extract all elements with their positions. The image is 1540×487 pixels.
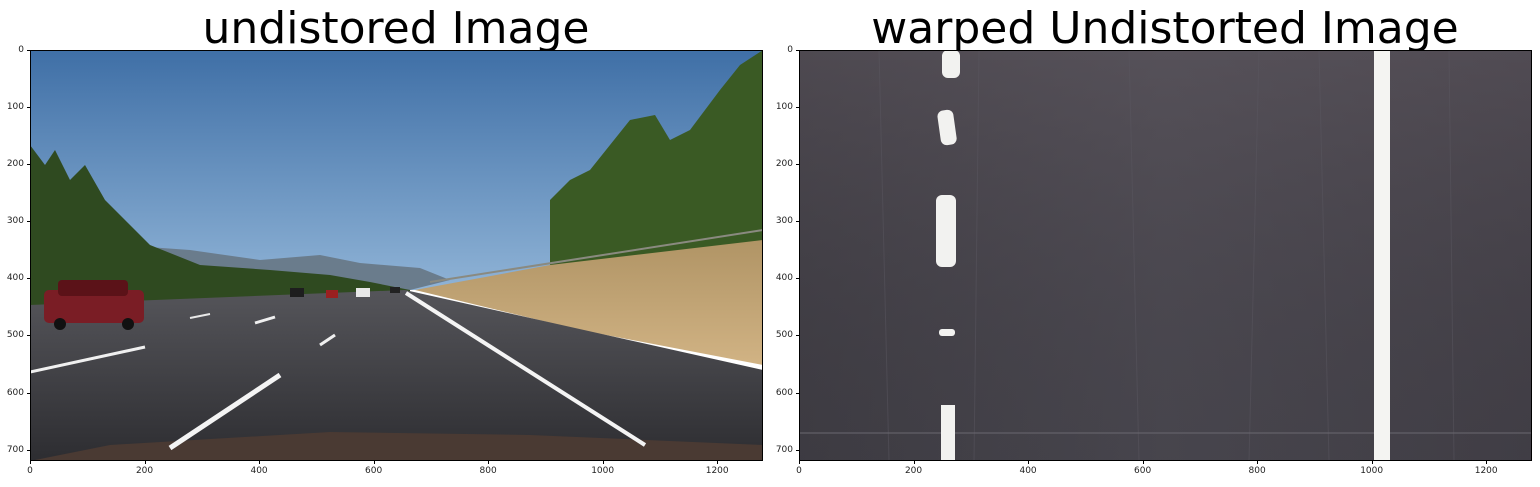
x-tick-mark bbox=[1257, 461, 1259, 464]
right-lane-line bbox=[1374, 50, 1390, 461]
y-tick-label: 400 bbox=[6, 273, 24, 284]
y-tick-mark bbox=[796, 335, 799, 337]
x-tick-label: 400 bbox=[250, 466, 268, 476]
y-tick-label: 0 bbox=[787, 45, 793, 55]
x-tick-label: 600 bbox=[1134, 466, 1152, 476]
fence bbox=[429, 229, 763, 283]
y-tick-label: 200 bbox=[775, 159, 793, 170]
left-lane-dashes bbox=[936, 50, 960, 461]
x-tick-mark bbox=[259, 461, 261, 464]
lane-dash bbox=[319, 333, 336, 347]
x-tick-label: 1200 bbox=[705, 466, 729, 476]
x-tick-label: 800 bbox=[479, 466, 497, 476]
left-image-panel bbox=[30, 50, 763, 461]
y-tick-label: 0 bbox=[18, 45, 24, 55]
lane-dash bbox=[30, 345, 146, 374]
x-tick-label: 200 bbox=[904, 466, 923, 476]
y-tick-mark bbox=[27, 335, 30, 337]
x-tick-mark bbox=[913, 461, 915, 464]
y-tick-mark bbox=[796, 50, 799, 51]
hood bbox=[30, 432, 763, 461]
grass bbox=[415, 240, 763, 365]
x-tick-mark bbox=[1486, 461, 1488, 464]
y-tick-mark bbox=[796, 278, 799, 280]
x-tick-mark bbox=[799, 461, 800, 464]
x-tick-label: 1200 bbox=[1474, 466, 1498, 476]
x-tick-label: 200 bbox=[135, 466, 154, 476]
y-tick-label: 200 bbox=[6, 159, 24, 170]
warped-road-icon bbox=[799, 50, 1532, 461]
y-tick-mark bbox=[796, 392, 799, 394]
right-trees bbox=[550, 50, 763, 290]
x-tick-label: 1000 bbox=[591, 466, 615, 476]
y-tick-mark bbox=[27, 50, 30, 51]
x-tick-label: 800 bbox=[1248, 466, 1266, 476]
left-panel-title: undistored Image bbox=[202, 3, 590, 54]
y-tick-mark bbox=[27, 164, 30, 166]
y-tick-label: 500 bbox=[775, 330, 793, 341]
x-tick-label: 0 bbox=[796, 466, 802, 476]
y-tick-label: 100 bbox=[775, 102, 793, 113]
x-tick-mark bbox=[488, 461, 490, 464]
y-tick-label: 300 bbox=[6, 216, 24, 227]
right-lane-line bbox=[404, 291, 647, 447]
y-tick-mark bbox=[796, 449, 799, 451]
lane-dash bbox=[189, 313, 211, 319]
y-tick-mark bbox=[27, 221, 30, 223]
road-photo bbox=[30, 50, 763, 461]
x-tick-mark bbox=[373, 461, 375, 464]
x-tick-label: 0 bbox=[27, 466, 33, 476]
x-tick-mark bbox=[717, 461, 719, 464]
y-tick-mark bbox=[27, 107, 30, 109]
right-panel-title: warped Undistorted Image bbox=[871, 3, 1459, 54]
y-tick-label: 500 bbox=[6, 330, 24, 341]
x-tick-mark bbox=[1028, 461, 1030, 464]
y-tick-mark bbox=[796, 164, 799, 166]
y-tick-label: 400 bbox=[775, 273, 793, 284]
y-tick-label: 600 bbox=[6, 387, 24, 398]
y-tick-mark bbox=[27, 449, 30, 451]
y-tick-label: 300 bbox=[775, 216, 793, 227]
lane-dash bbox=[254, 315, 276, 325]
y-tick-mark bbox=[796, 107, 799, 109]
x-tick-mark bbox=[144, 461, 146, 464]
x-tick-mark bbox=[30, 461, 31, 464]
left-trees bbox=[30, 145, 410, 310]
y-tick-label: 100 bbox=[6, 102, 24, 113]
y-tick-label: 600 bbox=[775, 387, 793, 398]
x-tick-label: 600 bbox=[365, 466, 383, 476]
right-image-panel bbox=[799, 50, 1532, 461]
y-tick-mark bbox=[796, 221, 799, 223]
x-tick-label: 400 bbox=[1019, 466, 1037, 476]
y-tick-label: 700 bbox=[6, 444, 24, 455]
red-suv bbox=[44, 280, 144, 330]
x-tick-mark bbox=[602, 461, 604, 464]
y-tick-mark bbox=[27, 392, 30, 394]
x-tick-mark bbox=[1371, 461, 1373, 464]
x-tick-label: 1000 bbox=[1360, 466, 1384, 476]
left-lane-line bbox=[168, 372, 282, 451]
y-tick-mark bbox=[27, 278, 30, 280]
x-tick-mark bbox=[1142, 461, 1144, 464]
y-tick-label: 700 bbox=[775, 444, 793, 455]
